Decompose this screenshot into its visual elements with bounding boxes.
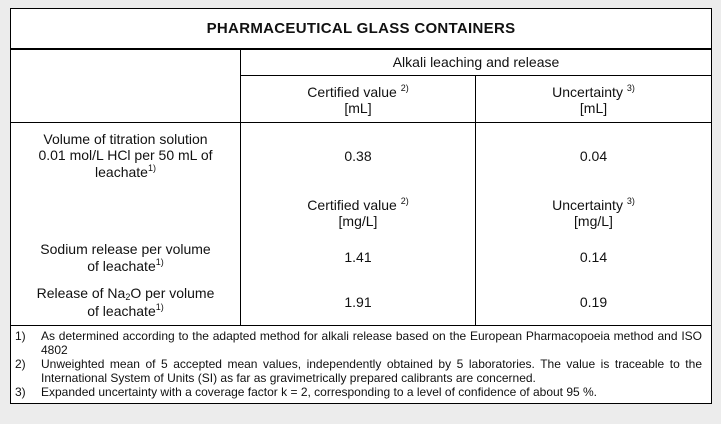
- header-text: Uncertainty: [552, 83, 623, 100]
- label-line: of leachate: [87, 302, 156, 319]
- table-title: PHARMACEUTICAL GLASS CONTAINERS: [9, 8, 713, 50]
- label-line: 0.01 mol/L HCl per 50 mL of: [38, 147, 213, 164]
- unit: [mL]: [579, 99, 608, 116]
- label-line: Release of Na: [36, 284, 126, 301]
- subscript: 2: [125, 291, 131, 302]
- row-label: Volume of titration solution 0.01 mol/L H…: [10, 122, 241, 189]
- value-cell: 0.14: [474, 235, 713, 279]
- table-container: PHARMACEUTICAL GLASS CONTAINERS Alkali l…: [9, 8, 713, 404]
- data-table: PHARMACEUTICAL GLASS CONTAINERS Alkali l…: [9, 8, 713, 404]
- empty-cell: [10, 48, 241, 123]
- value-cell: 1.41: [240, 235, 476, 279]
- value-cell: 0.04: [474, 122, 713, 189]
- footnote-ref: 1): [147, 163, 156, 174]
- label-line: leachate: [95, 164, 148, 181]
- footnote-ref: 3): [626, 82, 635, 93]
- label-line: of leachate: [87, 257, 156, 274]
- value-cell: 1.91: [240, 278, 476, 326]
- footnote-text: Unweighted mean of 5 accepted mean value…: [41, 357, 702, 385]
- value-cell: 0.38: [240, 122, 476, 189]
- footnote-ref: 1): [155, 301, 164, 312]
- label-line: Sodium release per volume: [40, 240, 211, 257]
- header-text: Certified value: [307, 196, 397, 213]
- footnote-ref: 2): [400, 82, 409, 93]
- empty-cell: [10, 188, 241, 236]
- footnote-text: As determined according to the adapted m…: [41, 329, 702, 357]
- group-header: Alkali leaching and release: [239, 48, 713, 76]
- header-text: Uncertainty: [552, 196, 623, 213]
- footnote-number: 2): [15, 357, 26, 371]
- footnote-ref: 3): [626, 195, 635, 206]
- footnote-ref: 1): [155, 256, 164, 267]
- footnote-list: 1) As determined according to the adapted…: [11, 329, 710, 399]
- footnote-text: Expanded uncertainty with a coverage fac…: [41, 385, 598, 399]
- value-cell: 0.19: [474, 278, 713, 326]
- column-header: Uncertainty 3) [mL]: [474, 75, 713, 123]
- column-header: Certified value 2) [mg/L]: [240, 188, 476, 236]
- footnote-ref: 2): [400, 195, 409, 206]
- unit: [mL]: [344, 99, 372, 116]
- footnote-number: 3): [15, 385, 26, 399]
- column-header: Uncertainty 3) [mg/L]: [474, 188, 713, 236]
- unit: [mg/L]: [574, 212, 613, 229]
- footnotes: 1) As determined according to the adapted…: [9, 325, 713, 404]
- header-text: Certified value: [307, 83, 397, 100]
- unit: [mg/L]: [338, 212, 378, 229]
- footnote-number: 1): [15, 329, 26, 343]
- label-line: O per volume: [130, 284, 215, 301]
- column-header: Certified value 2) [mL]: [240, 75, 476, 123]
- row-label: Release of Na2O per volume of leachate1): [10, 278, 241, 326]
- label-line: Volume of titration solution: [43, 131, 208, 148]
- row-label: Sodium release per volume of leachate1): [10, 235, 241, 279]
